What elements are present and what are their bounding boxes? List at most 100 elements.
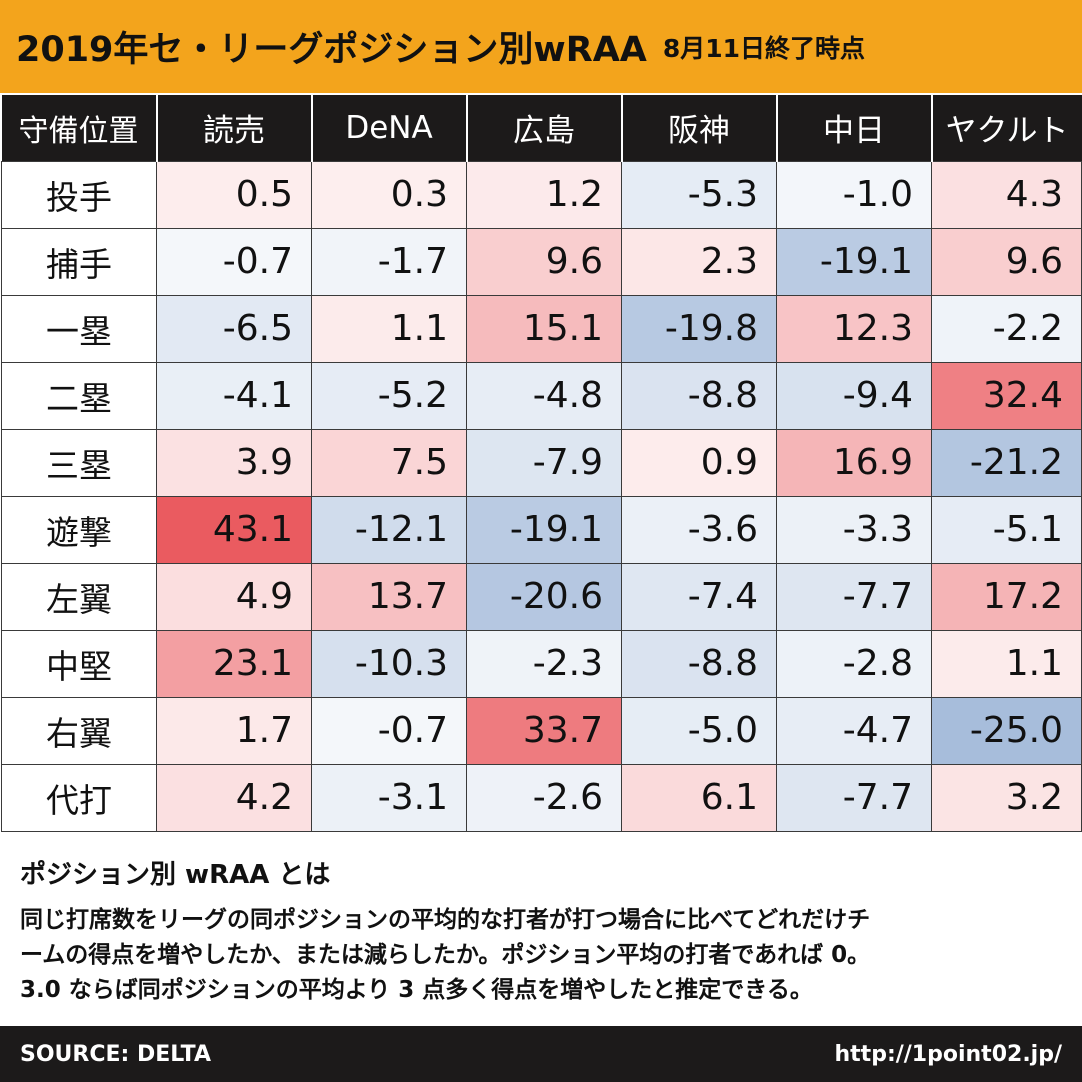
heatmap-cell: -25.0 [931,696,1082,765]
heatmap-cell: 9.6 [931,227,1082,296]
heatmap-cell: -2.3 [466,629,622,698]
heatmap-cell: -0.7 [311,696,467,765]
table-row: 投手 0.5 0.3 1.2 -5.3 -1.0 4.3 [1,160,1082,229]
heatmap-cell: -7.4 [621,562,777,631]
column-header: 広島 [465,95,622,161]
heatmap-cell: -4.7 [776,696,932,765]
heatmap-cell: -2.2 [931,294,1082,363]
table-row: 左翼 4.9 13.7 -20.6 -7.4 -7.7 17.2 [1,562,1082,631]
source-label: SOURCE: DELTA [20,1041,211,1067]
heatmap-cell: -1.0 [776,160,932,229]
row-header-label: 守備位置 [1,95,157,161]
table-row: 三塁 3.9 7.5 -7.9 0.9 16.9 -21.2 [1,428,1082,497]
column-header: 阪神 [620,95,777,161]
heatmap-cell: -1.7 [311,227,467,296]
heatmap-cell: -7.7 [776,562,932,631]
description-line: ームの得点を増やしたか、または減らしたか。ポジション平均の打者であれば 0。 [20,942,871,968]
footer-bar: SOURCE: DELTA http://1point02.jp/ [0,1026,1082,1082]
row-label: 遊撃 [1,495,157,564]
heatmap-cell: 13.7 [311,562,467,631]
heatmap-cell: 16.9 [776,428,932,497]
heatmap-cell: 15.1 [466,294,622,363]
column-header: 読売 [155,95,312,161]
heatmap-cell: 4.9 [156,562,312,631]
heatmap-cell: -5.0 [621,696,777,765]
chart-title: 2019年セ・リーグポジション別wRAA [16,30,647,70]
heatmap-cell: 33.7 [466,696,622,765]
heatmap-cell: -19.1 [776,227,932,296]
table-row: 二塁 -4.1 -5.2 -4.8 -8.8 -9.4 32.4 [1,361,1082,430]
description-line: 同じ打席数をリーグの同ポジションの平均的な打者が打つ場合に比べてどれだけチ [20,907,871,933]
column-header: ヤクルト [930,95,1082,161]
heatmap-cell: -2.6 [466,763,622,832]
heatmap-cell: 1.2 [466,160,622,229]
heatmap-cell: -8.8 [621,629,777,698]
heatmap-cell: 4.2 [156,763,312,832]
heatmap-cell: 23.1 [156,629,312,698]
heatmap-cell: -5.3 [621,160,777,229]
heatmap-cell: -9.4 [776,361,932,430]
heatmap-cell: -7.7 [776,763,932,832]
heatmap-cell: 43.1 [156,495,312,564]
title-bar: 2019年セ・リーグポジション別wRAA 8月11日終了時点 [0,0,1082,93]
column-header: DeNA [310,95,467,161]
heatmap-cell: 4.3 [931,160,1082,229]
table-row: 捕手 -0.7 -1.7 9.6 2.3 -19.1 9.6 [1,227,1082,296]
heatmap-cell: 1.7 [156,696,312,765]
heatmap-cell: -4.8 [466,361,622,430]
heatmap-cell: -5.2 [311,361,467,430]
heatmap-cell: -6.5 [156,294,312,363]
table-row: 遊撃 43.1 -12.1 -19.1 -3.6 -3.3 -5.1 [1,495,1082,564]
column-header-row: 守備位置 読売 DeNA 広島 阪神 中日 ヤクルト [1,95,1082,161]
heatmap-cell: -12.1 [311,495,467,564]
chart-subtitle: 8月11日終了時点 [662,33,866,63]
row-label: 中堅 [1,629,157,698]
row-label: 右翼 [1,696,157,765]
heatmap-cell: 1.1 [311,294,467,363]
heatmap-cell: 17.2 [931,562,1082,631]
row-label: 二塁 [1,361,157,430]
row-label: 代打 [1,763,157,832]
row-label: 捕手 [1,227,157,296]
heatmap-cell: -2.8 [776,629,932,698]
heatmap-cell: 3.2 [931,763,1082,832]
table-row: 一塁 -6.5 1.1 15.1 -19.8 12.3 -2.2 [1,294,1082,363]
description-title: ポジション別 wRAA とは [20,860,331,890]
heatmap-cell: -3.1 [311,763,467,832]
row-label: 左翼 [1,562,157,631]
heatmap-cell: -8.8 [621,361,777,430]
heatmap-cell: -19.1 [466,495,622,564]
heatmap-cell: 3.9 [156,428,312,497]
heatmap-cell: -21.2 [931,428,1082,497]
heatmap-cell: -7.9 [466,428,622,497]
heatmap-cell: -10.3 [311,629,467,698]
heatmap-cell: -19.8 [621,294,777,363]
source-url: http://1point02.jp/ [834,1041,1063,1067]
heatmap-cell: -20.6 [466,562,622,631]
table-row: 中堅 23.1 -10.3 -2.3 -8.8 -2.8 1.1 [1,629,1082,698]
row-label: 投手 [1,160,157,229]
row-label: 三塁 [1,428,157,497]
heatmap-cell: 7.5 [311,428,467,497]
heatmap-cell: -4.1 [156,361,312,430]
table-row: 代打 4.2 -3.1 -2.6 6.1 -7.7 3.2 [1,763,1082,832]
heatmap-cell: 0.5 [156,160,312,229]
table-row: 右翼 1.7 -0.7 33.7 -5.0 -4.7 -25.0 [1,696,1082,765]
heatmap-cell: 2.3 [621,227,777,296]
column-header: 中日 [775,95,932,161]
heatmap-cell: 6.1 [621,763,777,832]
heatmap-cell: 9.6 [466,227,622,296]
heatmap-cell: 0.3 [311,160,467,229]
heatmap-cell: 1.1 [931,629,1082,698]
wraa-heatmap-table: 守備位置 読売 DeNA 広島 阪神 中日 ヤクルト 投手 0.5 0.3 1.2 -5… [1,95,1082,832]
heatmap-cell: -3.6 [621,495,777,564]
description-line: 3.0 ならば同ポジションの平均より 3 点多く得点を増やしたと推定できる。 [20,977,813,1003]
heatmap-cell: -0.7 [156,227,312,296]
heatmap-cell: 32.4 [931,361,1082,430]
heatmap-cell: 12.3 [776,294,932,363]
heatmap-body: 投手 0.5 0.3 1.2 -5.3 -1.0 4.3 捕手 -0.7 -1.7 9.6 2.3 -1… [1,160,1082,832]
heatmap-cell: -3.3 [776,495,932,564]
heatmap-cell: 0.9 [621,428,777,497]
description-body: 同じ打席数をリーグの同ポジションの平均的な打者が打つ場合に比べてどれだけチ ーム… [20,903,1070,1008]
heatmap-cell: -5.1 [931,495,1082,564]
